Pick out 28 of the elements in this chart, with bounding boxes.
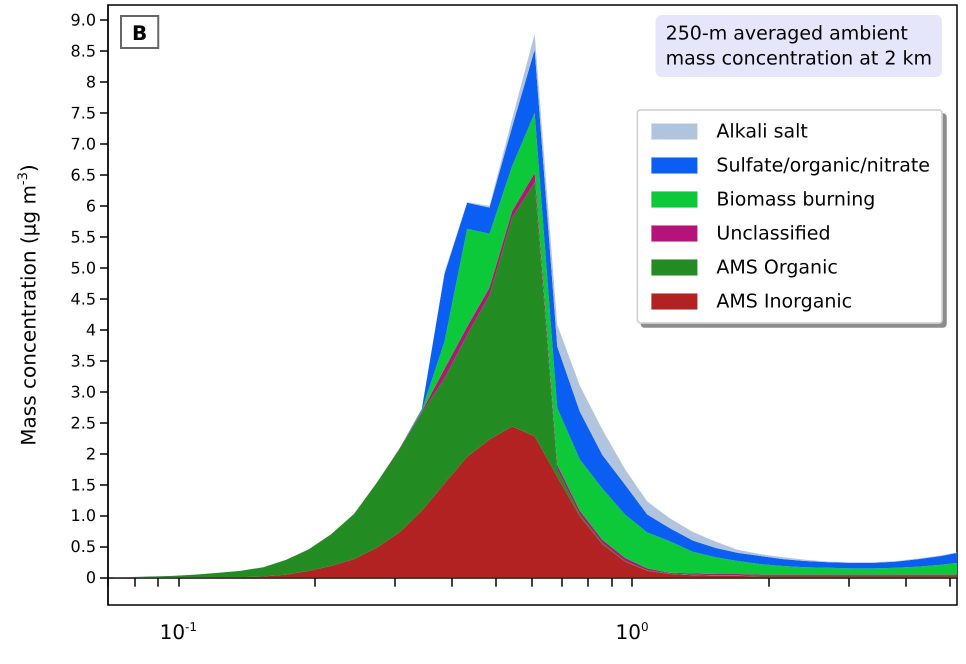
y-tick-label: 0.5 [70, 537, 96, 556]
y-tick-label: 2 [86, 444, 96, 464]
y-tick-label: 4.5 [70, 289, 96, 308]
y-tick-label: 7.0 [70, 134, 96, 154]
y-tick-label: 8 [86, 72, 96, 92]
y-tick-label: 5.5 [70, 227, 96, 246]
y-tick-label: 1.5 [70, 475, 96, 494]
annotation: B [132, 21, 148, 45]
legend-label: AMS Organic [716, 256, 838, 278]
legend-label: Sulfate/organic/nitrate [716, 154, 930, 176]
legend-label: Alkali salt [716, 120, 808, 142]
y-tick-label: 3.0 [70, 382, 96, 402]
y-tick-label: 7.5 [70, 103, 96, 122]
y-tick-label: 3.5 [70, 351, 96, 370]
y-tick-label: 9.0 [70, 10, 96, 30]
legend-label: AMS Inorganic [716, 290, 852, 312]
y-tick-label: 8.5 [70, 41, 96, 60]
legend-label: Unclassified [716, 222, 831, 244]
y-tick-label: 0 [86, 568, 96, 588]
legend-label: Biomass burning [716, 188, 876, 210]
y-tick-label: 6.5 [70, 165, 96, 184]
y-tick-label: 2.5 [70, 413, 96, 432]
y-tick-label: 1.0 [70, 506, 96, 526]
y-tick-label: 4 [86, 320, 96, 340]
y-tick-label: 6 [86, 196, 96, 216]
y-tick-label: 5.0 [70, 258, 96, 278]
y-axis-title: Mass concentration (µg m-3) [16, 164, 40, 446]
annotation: 250-m averaged ambient mass concentration at 2 km [666, 22, 932, 70]
